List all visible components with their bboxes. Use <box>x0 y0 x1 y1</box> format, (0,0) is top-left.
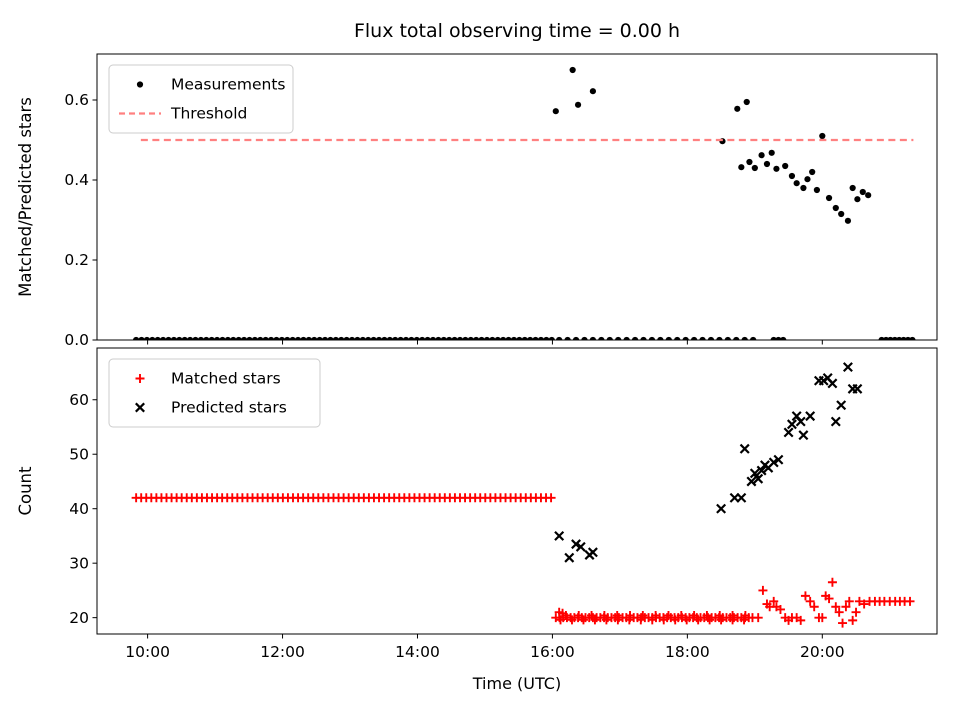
x-tick-label: 16:00 <box>530 643 575 661</box>
axis-ticks: 10:00 12:00 14:00 16:00 18:00 20:00 20 30 40 50 60 <box>69 391 844 661</box>
y-tick-label: 40 <box>69 500 89 518</box>
axes-border <box>96 53 938 341</box>
legend-label: Predicted stars <box>171 399 287 417</box>
y-tick-label: 0.6 <box>64 91 89 109</box>
legend-entry: Matched stars <box>135 370 281 388</box>
bottom-subplot: 10:00 12:00 14:00 16:00 18:00 20:00 20 30 40 50 60… <box>16 347 938 661</box>
legend: Measurements Threshold <box>108 64 294 134</box>
plot-markers <box>133 66 916 340</box>
y-axis-label: Count <box>16 466 35 516</box>
y-tick-label: 30 <box>69 554 89 572</box>
legend-label: Measurements <box>171 76 286 94</box>
axes-border <box>96 347 938 635</box>
y-tick-label: 50 <box>69 445 89 463</box>
legend-entry: Threshold <box>119 105 247 123</box>
y-axis-label: Matched/Predicted stars <box>16 97 35 297</box>
plot-markers <box>131 362 915 628</box>
legend-label: Matched stars <box>171 370 281 388</box>
legend: Matched stars Predicted stars <box>108 358 321 428</box>
x-tick-label: 10:00 <box>125 643 170 661</box>
x-tick-label: 18:00 <box>665 643 710 661</box>
x-axis-label: Time (UTC) <box>472 674 562 693</box>
y-tick-label: 0.2 <box>64 251 89 269</box>
legend-label: Threshold <box>170 105 247 123</box>
legend-entry: Measurements <box>136 76 286 94</box>
legend-entry: Predicted stars <box>135 399 287 417</box>
legend-box <box>108 64 294 134</box>
y-tick-label: 60 <box>69 391 89 409</box>
legend-box <box>108 358 321 428</box>
y-tick-label: 0.4 <box>64 171 89 189</box>
chart-title: Flux total observing time = 0.00 h <box>353 20 681 42</box>
x-tick-label: 12:00 <box>260 643 305 661</box>
series-matched-stars <box>131 493 915 628</box>
axis-ticks: 0.0 0.2 0.4 0.6 <box>64 91 823 349</box>
series-predicted-stars <box>554 362 863 563</box>
series-measurements <box>133 66 916 340</box>
y-tick-label: 0.0 <box>64 331 89 349</box>
x-tick-label: 20:00 <box>800 643 845 661</box>
top-subplot: 0.0 0.2 0.4 0.6 Matched/Predicted stars Measu… <box>16 53 938 349</box>
x-tick-label: 14:00 <box>395 643 440 661</box>
y-tick-label: 20 <box>69 609 89 627</box>
